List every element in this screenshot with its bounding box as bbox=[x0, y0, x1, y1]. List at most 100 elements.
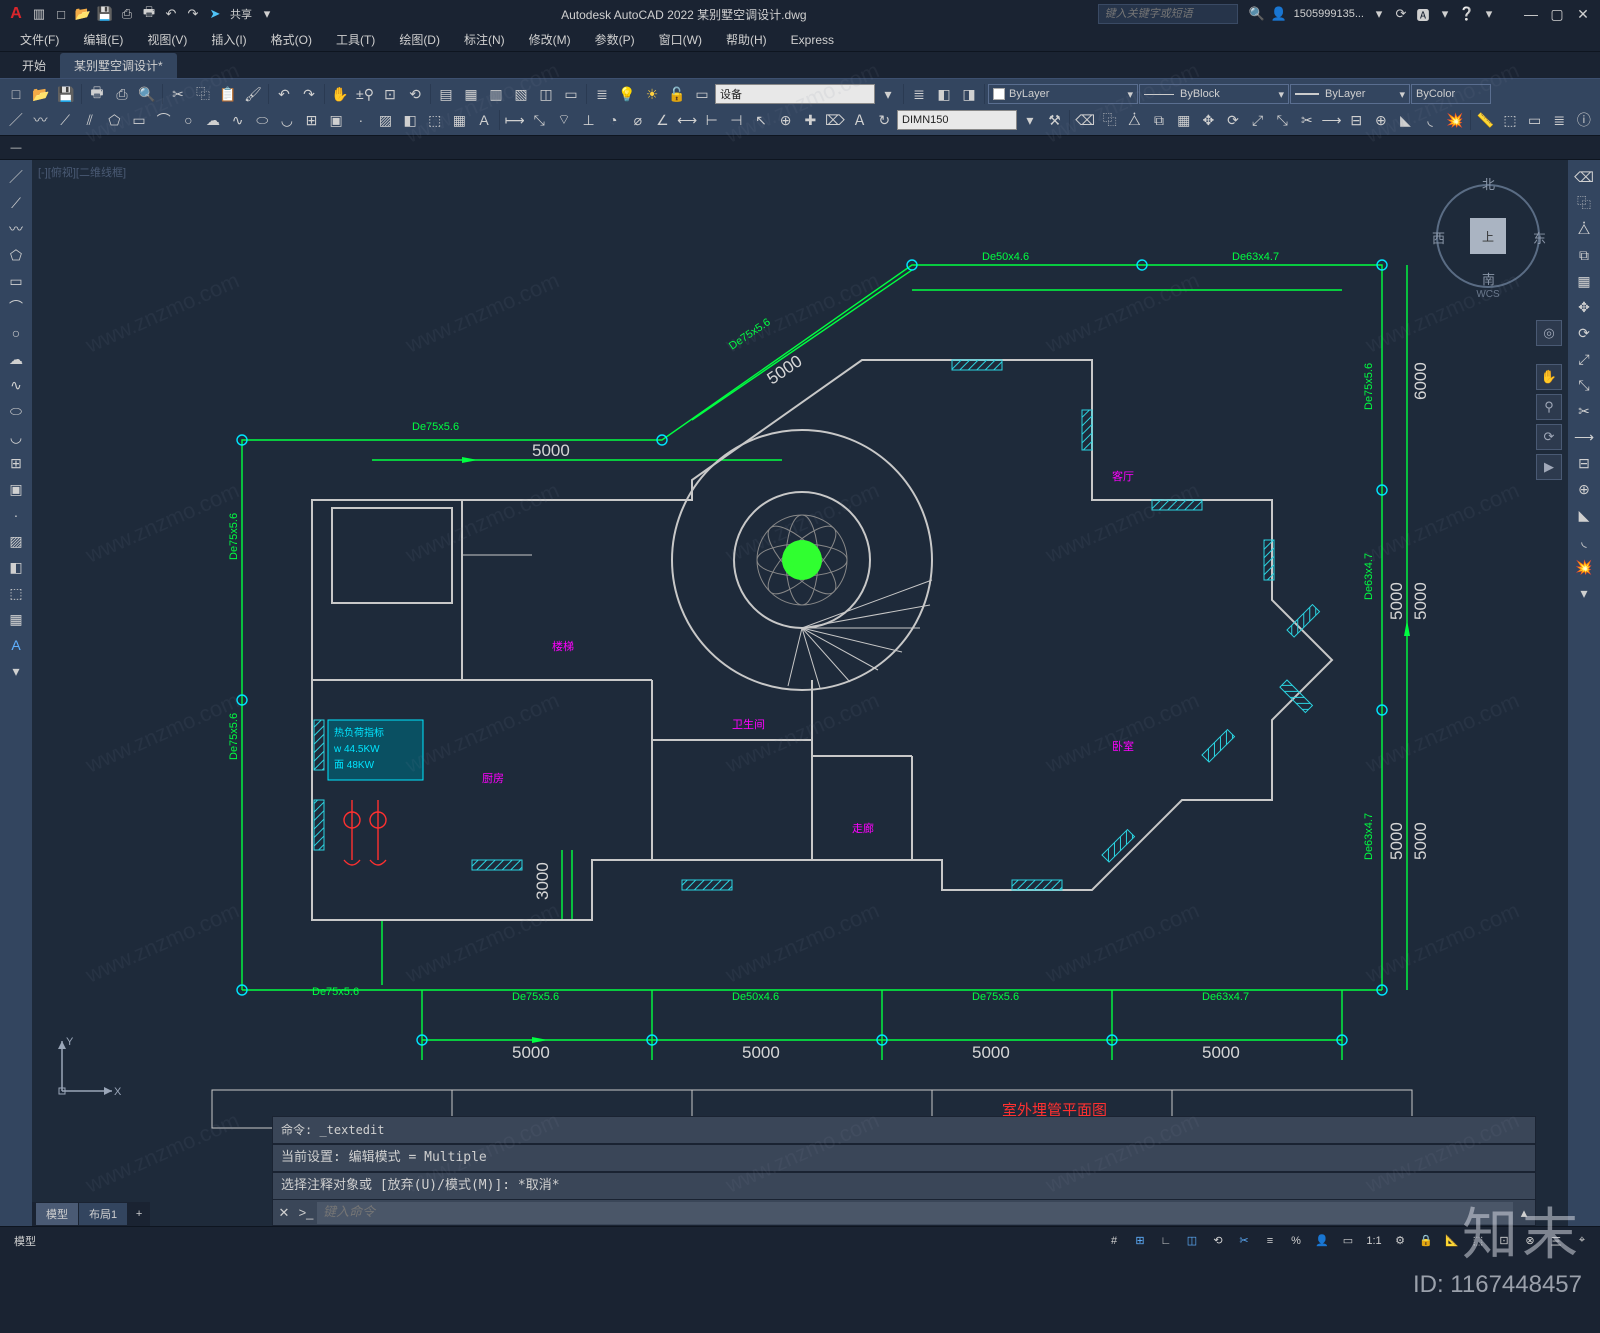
ribbon-tab-start[interactable]: 开始 bbox=[8, 53, 60, 78]
menu-draw[interactable]: 绘图(D) bbox=[387, 28, 452, 51]
rb-qcalc-icon[interactable]: ▭ bbox=[559, 82, 583, 106]
status-ortho-icon[interactable]: ∟ bbox=[1154, 1230, 1178, 1252]
rb-dimbase-icon[interactable]: ⊢ bbox=[700, 108, 724, 132]
rb-dimup-icon[interactable]: ↻ bbox=[872, 108, 896, 132]
rb-dist-icon[interactable]: 📏 bbox=[1474, 108, 1498, 132]
lt-add-icon[interactable]: ▾ bbox=[2, 658, 30, 684]
linetype-dd[interactable]: ByBlock▾ bbox=[1139, 84, 1289, 104]
viewcube[interactable]: 上 北 南 西 东 WCS bbox=[1428, 176, 1548, 296]
rb-chamfer-icon[interactable]: ◣ bbox=[1394, 108, 1418, 132]
rb-join-icon[interactable]: ⊕ bbox=[1369, 108, 1393, 132]
nav-showmotion-icon[interactable]: ▶ bbox=[1536, 454, 1562, 480]
rt-erase-icon[interactable]: ⌫ bbox=[1570, 164, 1598, 190]
rb-zoomprev-icon[interactable]: ⟲ bbox=[403, 82, 427, 106]
rb-undo-icon[interactable]: ↶ bbox=[272, 82, 296, 106]
lt-text-icon[interactable]: A bbox=[2, 632, 30, 658]
rb-dimdia-icon[interactable]: ⌀ bbox=[626, 108, 650, 132]
rt-add-icon[interactable]: ▾ bbox=[1570, 580, 1598, 606]
rb-cmark-icon[interactable]: ✚ bbox=[798, 108, 822, 132]
menu-window[interactable]: 窗口(W) bbox=[647, 28, 714, 51]
qat-print-icon[interactable]: 🖶 bbox=[138, 3, 160, 25]
rb-bulb-icon[interactable]: 💡 bbox=[615, 82, 639, 106]
rb-explode-icon[interactable]: 💥 bbox=[1443, 108, 1467, 132]
rb-redo-icon[interactable]: ↷ bbox=[297, 82, 321, 106]
minimize-button[interactable]: — bbox=[1518, 3, 1544, 25]
rb-mark-icon[interactable]: ◫ bbox=[534, 82, 558, 106]
file-tab-home-icon[interactable]: — bbox=[4, 136, 28, 160]
rb-dimarc-icon[interactable]: ⌔ bbox=[552, 108, 576, 132]
viewcube-n[interactable]: 北 bbox=[1482, 174, 1495, 193]
status-annot-icon[interactable]: ▭ bbox=[1336, 1230, 1360, 1252]
close-button[interactable]: ✕ bbox=[1570, 3, 1596, 25]
rb-arc-icon[interactable]: ⌒ bbox=[152, 108, 176, 132]
qat-open-icon[interactable]: 📂 bbox=[72, 3, 94, 25]
rt-join-icon[interactable]: ⊕ bbox=[1570, 476, 1598, 502]
viewport-label[interactable]: [-][俯视][二维线框] bbox=[38, 164, 126, 180]
menu-edit[interactable]: 编辑(E) bbox=[71, 28, 135, 51]
viewcube-e[interactable]: 东 bbox=[1533, 228, 1546, 247]
ucs-icon[interactable]: X Y bbox=[52, 1031, 122, 1104]
lt-block-icon[interactable]: ▣ bbox=[2, 476, 30, 502]
rb-extend-icon[interactable]: ⟶ bbox=[1320, 108, 1344, 132]
rb-zoomrt-icon[interactable]: ±⚲ bbox=[353, 82, 377, 106]
qat-share-label[interactable]: 共享 bbox=[226, 3, 256, 25]
rb-rotate-icon[interactable]: ⟳ bbox=[1221, 108, 1245, 132]
plotstyle-dd[interactable]: ByColor bbox=[1411, 84, 1491, 104]
rt-scale-icon[interactable]: ⤢ bbox=[1570, 346, 1598, 372]
rb-sun-icon[interactable]: ☀ bbox=[640, 82, 664, 106]
viewcube-w[interactable]: 西 bbox=[1432, 228, 1445, 247]
dimstyle-input[interactable] bbox=[897, 110, 1017, 130]
rb-dimted-icon[interactable]: Ａ bbox=[848, 108, 872, 132]
rt-mirror-icon[interactable]: ⧊ bbox=[1570, 216, 1598, 242]
qat-undo-icon[interactable]: ↶ bbox=[160, 3, 182, 25]
status-scale-label[interactable]: 1:1 bbox=[1362, 1230, 1386, 1252]
menu-param[interactable]: 参数(P) bbox=[583, 28, 647, 51]
rb-area-icon[interactable]: ⬚ bbox=[1498, 108, 1522, 132]
rb-qdim-icon[interactable]: ⟷ bbox=[675, 108, 699, 132]
rb-spline-icon[interactable]: ∿ bbox=[226, 108, 250, 132]
rb-poly-icon[interactable]: ⬠ bbox=[103, 108, 127, 132]
lt-poly-icon[interactable]: ⬠ bbox=[2, 242, 30, 268]
status-gear-icon[interactable]: ⚙ bbox=[1388, 1230, 1412, 1252]
rb-region-icon[interactable]: ⬚ bbox=[423, 108, 447, 132]
menu-express[interactable]: Express bbox=[779, 30, 846, 50]
rb-zoomwin-icon[interactable]: ⊡ bbox=[378, 82, 402, 106]
rb-layerp-icon[interactable]: ≣ bbox=[590, 82, 614, 106]
rb-plot-icon[interactable]: ⎙ bbox=[110, 82, 134, 106]
rb-copy-icon2[interactable]: ⿻ bbox=[1098, 108, 1122, 132]
menu-dim[interactable]: 标注(N) bbox=[452, 28, 517, 51]
rb-rect-icon[interactable]: ▭ bbox=[127, 108, 151, 132]
status-snap-icon[interactable]: ⊞ bbox=[1128, 1230, 1152, 1252]
menu-insert[interactable]: 插入(I) bbox=[199, 28, 258, 51]
lt-grad-icon[interactable]: ◧ bbox=[2, 554, 30, 580]
rb-point-icon[interactable]: · bbox=[349, 108, 373, 132]
layer-name-input[interactable] bbox=[715, 84, 875, 104]
rb-block-icon[interactable]: ▣ bbox=[324, 108, 348, 132]
qat-redo-icon[interactable]: ↷ bbox=[182, 3, 204, 25]
cmd-close-icon[interactable]: ✕ bbox=[273, 1205, 295, 1221]
rb-hatch-icon[interactable]: ▨ bbox=[374, 108, 398, 132]
status-iso-icon[interactable]: ⟲ bbox=[1206, 1230, 1230, 1252]
lt-ellipsearc-icon[interactable]: ◡ bbox=[2, 424, 30, 450]
rt-fillet-icon[interactable]: ◟ bbox=[1570, 528, 1598, 554]
app-menu-icon[interactable]: 🅰 bbox=[1412, 3, 1434, 25]
rb-stretch-icon[interactable]: ⤡ bbox=[1270, 108, 1294, 132]
rb-array-icon[interactable]: ▦ bbox=[1172, 108, 1196, 132]
rb-pline-icon[interactable]: 〰 bbox=[29, 108, 53, 132]
user-dd-icon[interactable]: ▾ bbox=[1368, 3, 1390, 25]
rb-mleader-icon[interactable]: ↖ bbox=[749, 108, 773, 132]
user-icon[interactable]: 👤 bbox=[1268, 3, 1290, 25]
lt-xline-icon[interactable]: ⟋ bbox=[2, 190, 30, 216]
help-search-input[interactable] bbox=[1098, 4, 1238, 24]
rb-trim-icon[interactable]: ✂ bbox=[1295, 108, 1319, 132]
lineweight-dd[interactable]: ByLayer▾ bbox=[1290, 84, 1410, 104]
rb-erase-icon[interactable]: ⌫ bbox=[1073, 108, 1097, 132]
rb-table-icon[interactable]: ▦ bbox=[448, 108, 472, 132]
rb-mtext-icon[interactable]: A bbox=[472, 108, 496, 132]
rb-print-icon[interactable]: 🖶 bbox=[85, 82, 109, 106]
rb-dimali-icon[interactable]: ⤡ bbox=[527, 108, 551, 132]
rb-tp-icon[interactable]: ▥ bbox=[484, 82, 508, 106]
lt-point-icon[interactable]: · bbox=[2, 502, 30, 528]
tab-model[interactable]: 模型 bbox=[36, 1203, 79, 1225]
rb-dimedit-icon[interactable]: ⌦ bbox=[823, 108, 847, 132]
